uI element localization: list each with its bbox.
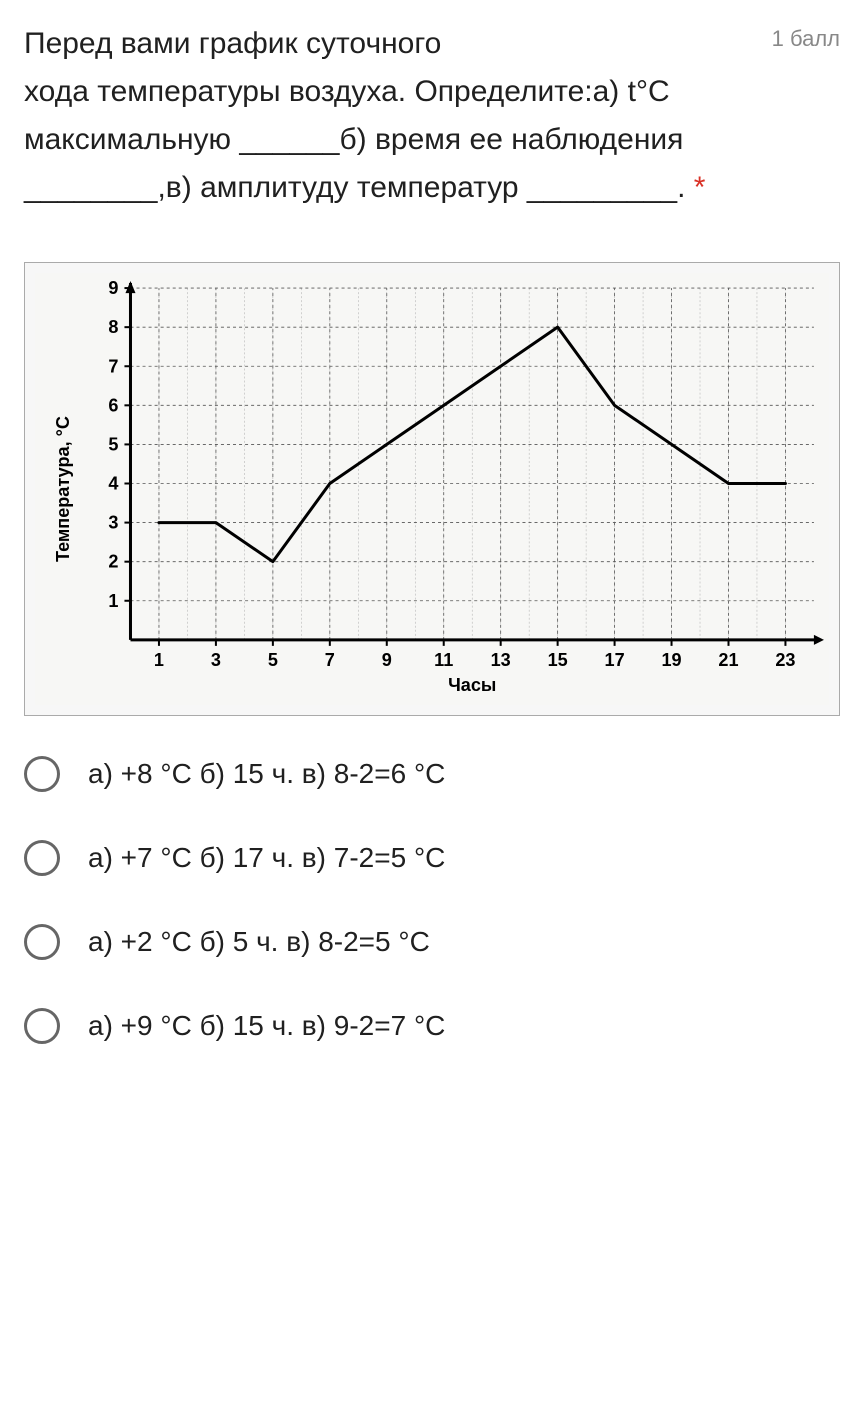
svg-text:Температура, °С: Температура, °С xyxy=(53,416,73,562)
svg-text:9: 9 xyxy=(108,278,118,298)
question-text: Перед вами график суточного хода темпера… xyxy=(24,20,752,212)
radio-icon xyxy=(24,1008,60,1044)
svg-text:8: 8 xyxy=(108,317,118,337)
svg-text:9: 9 xyxy=(382,650,392,670)
svg-text:5: 5 xyxy=(108,434,118,454)
svg-text:1: 1 xyxy=(154,650,164,670)
option-2[interactable]: а) +7 °С б) 17 ч. в) 7-2=5 °С xyxy=(24,840,840,876)
option-label: а) +2 °С б) 5 ч. в) 8-2=5 °С xyxy=(88,926,430,958)
radio-icon xyxy=(24,840,60,876)
option-label: а) +8 °С б) 15 ч. в) 8-2=6 °С xyxy=(88,758,445,790)
svg-text:1: 1 xyxy=(108,591,118,611)
svg-text:6: 6 xyxy=(108,395,118,415)
radio-icon xyxy=(24,756,60,792)
svg-text:Часы: Часы xyxy=(448,675,496,695)
svg-text:15: 15 xyxy=(548,650,568,670)
svg-text:13: 13 xyxy=(491,650,511,670)
option-4[interactable]: а) +9 °С б) 15 ч. в) 9-2=7 °С xyxy=(24,1008,840,1044)
radio-icon xyxy=(24,924,60,960)
required-asterisk: * xyxy=(694,171,706,204)
svg-text:17: 17 xyxy=(605,650,625,670)
chart-svg: 1234567891357911131517192123Температура,… xyxy=(35,273,829,705)
svg-text:2: 2 xyxy=(108,552,118,572)
svg-text:23: 23 xyxy=(775,650,795,670)
svg-text:3: 3 xyxy=(211,650,221,670)
option-label: а) +9 °С б) 15 ч. в) 9-2=7 °С xyxy=(88,1010,445,1042)
svg-text:7: 7 xyxy=(108,356,118,376)
svg-text:19: 19 xyxy=(661,650,681,670)
question-rest: хода температуры воздуха. Определите:а) … xyxy=(24,75,685,204)
option-label: а) +7 °С б) 17 ч. в) 7-2=5 °С xyxy=(88,842,445,874)
question-line1: Перед вами график суточного xyxy=(24,27,441,60)
svg-text:5: 5 xyxy=(268,650,278,670)
points-label: 1 балл xyxy=(772,26,840,52)
svg-text:7: 7 xyxy=(325,650,335,670)
svg-text:3: 3 xyxy=(108,513,118,533)
temperature-chart: 1234567891357911131517192123Температура,… xyxy=(24,262,840,716)
svg-text:4: 4 xyxy=(108,474,118,494)
answer-options: а) +8 °С б) 15 ч. в) 8-2=6 °С а) +7 °С б… xyxy=(24,756,840,1044)
question-header: Перед вами график суточного хода темпера… xyxy=(24,20,840,212)
svg-text:21: 21 xyxy=(718,650,738,670)
option-1[interactable]: а) +8 °С б) 15 ч. в) 8-2=6 °С xyxy=(24,756,840,792)
svg-text:11: 11 xyxy=(434,650,453,670)
option-3[interactable]: а) +2 °С б) 5 ч. в) 8-2=5 °С xyxy=(24,924,840,960)
